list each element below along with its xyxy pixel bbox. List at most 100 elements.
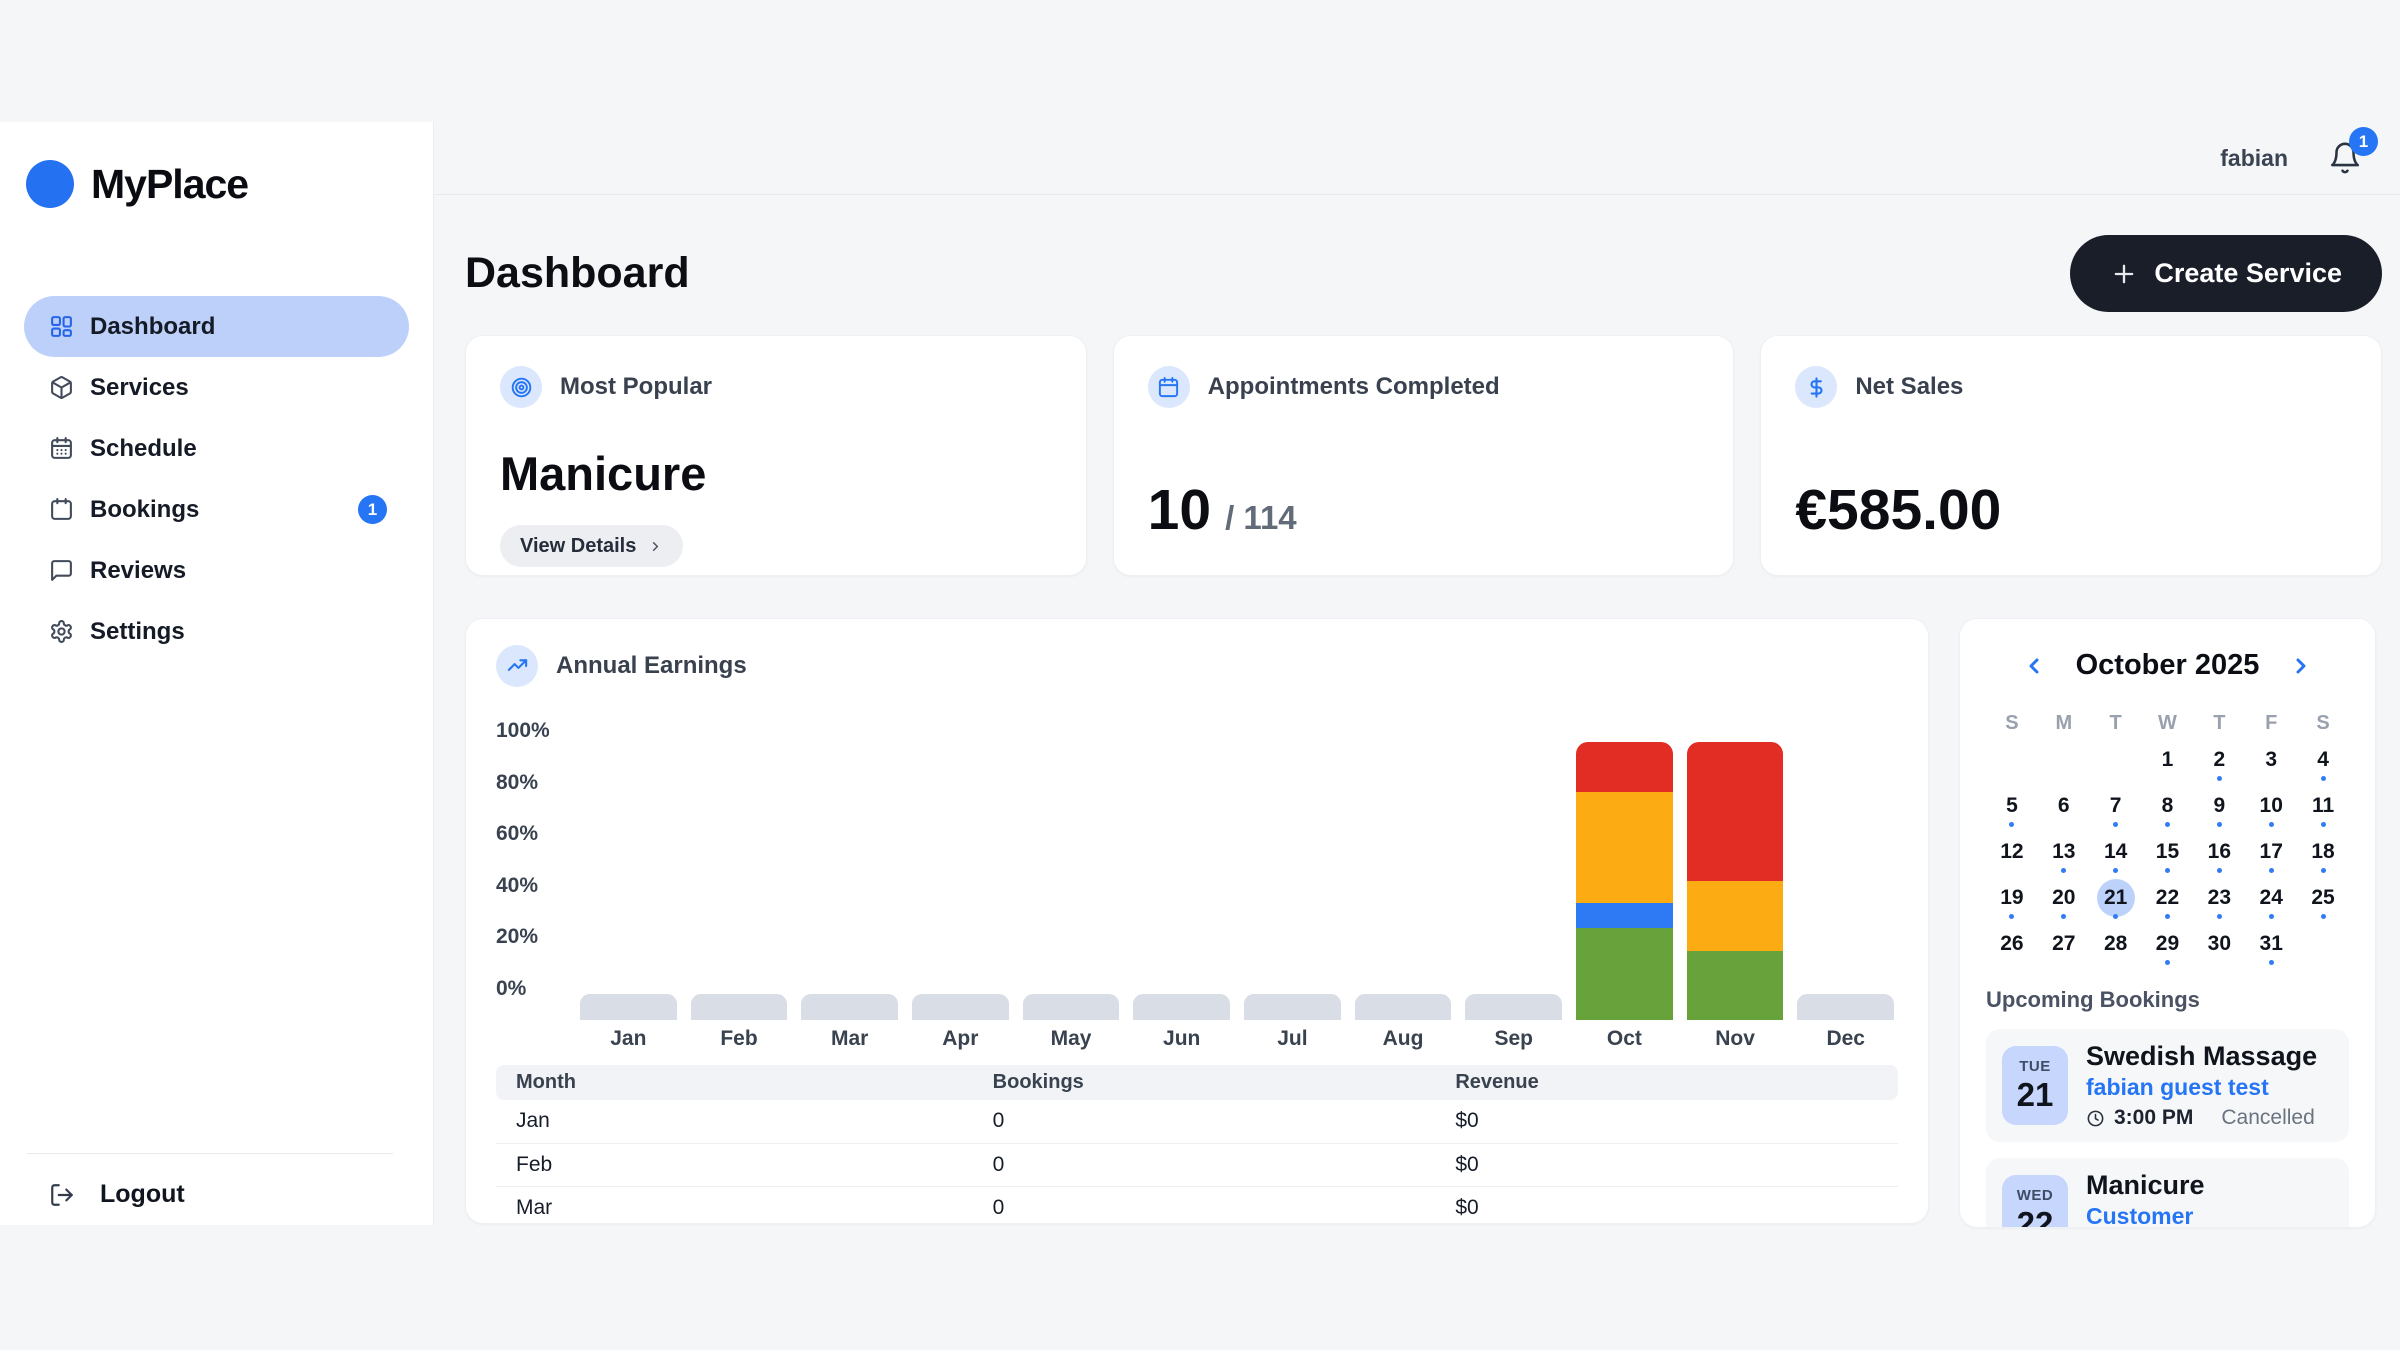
chart-bar-jul <box>1244 742 1341 1020</box>
booking-card[interactable]: WED22ManicureCustomer2:00 AMPending <box>1986 1158 2349 1228</box>
calendar-day-12[interactable]: 12 <box>1986 833 2038 879</box>
booking-dot <box>2164 914 2170 919</box>
chart-bar-jun <box>1133 742 1231 1020</box>
y-axis-tick: 40% <box>496 873 539 897</box>
bookings-count-badge: 1 <box>358 495 387 524</box>
booking-dot <box>2164 960 2170 965</box>
calendar-day-1[interactable]: 1 <box>2142 741 2194 787</box>
logout-icon <box>49 1182 75 1208</box>
most-popular-title: Most Popular <box>560 373 713 400</box>
booking-card[interactable]: TUE 21 Swedish Massage fabian guest test 3:0… <box>1986 1029 2349 1142</box>
weekday-label: M <box>2055 712 2073 734</box>
grid-icon <box>49 314 74 339</box>
booking-date-tile: TUE 21 <box>2002 1046 2068 1125</box>
calendar-day-31[interactable]: 31 <box>2245 925 2297 971</box>
sidebar-item-schedule[interactable]: Schedule <box>24 418 409 479</box>
sidebar-nav: Dashboard Services Schedule Bookings 1 Review… <box>24 296 409 662</box>
x-axis-label: Jun <box>1163 1027 1201 1050</box>
bell-icon <box>2328 141 2362 175</box>
day-number: 11 <box>2311 794 2335 817</box>
calendar-day-4[interactable]: 4 <box>2297 741 2349 787</box>
empty-month-bar <box>1022 994 1120 1020</box>
empty-month-bar <box>690 994 788 1020</box>
calendar-day-28[interactable]: 28 <box>2090 925 2142 971</box>
calendar-day-7[interactable]: 7 <box>2090 787 2142 833</box>
day-number: 20 <box>2052 886 2076 909</box>
calendar-day-9[interactable]: 9 <box>2193 787 2245 833</box>
day-number: 18 <box>2311 840 2335 863</box>
chart-bar-dec <box>1797 742 1895 1020</box>
calendar-day-10[interactable]: 10 <box>2245 787 2297 833</box>
calendar-day-25[interactable]: 25 <box>2297 879 2349 925</box>
calendar-day-22[interactable]: 22 <box>2142 879 2194 925</box>
sidebar-item-bookings[interactable]: Bookings 1 <box>24 479 409 540</box>
calendar-day-18[interactable]: 18 <box>2297 833 2349 879</box>
calendar-day-21[interactable]: 21 <box>2090 879 2142 925</box>
day-number: 6 <box>2057 794 2070 817</box>
booking-dot <box>2216 868 2222 873</box>
notifications-button[interactable]: 1 <box>2328 127 2378 175</box>
day-number: 8 <box>2161 794 2174 817</box>
x-axis-label: Feb <box>720 1027 758 1050</box>
stacked-bar <box>1686 742 1784 1020</box>
gear-icon <box>49 619 74 644</box>
empty-month-bar <box>1244 994 1341 1020</box>
y-axis-tick: 20% <box>496 925 539 949</box>
booking-dot <box>2113 914 2119 919</box>
bar-segment-green <box>1576 928 1673 1020</box>
x-axis-label: Mar <box>831 1027 869 1050</box>
day-number: 14 <box>2103 840 2128 863</box>
calendar-day-19[interactable]: 19 <box>1986 879 2038 925</box>
calendar-day-6[interactable]: 6 <box>2038 787 2090 833</box>
calendar-day-26[interactable]: 26 <box>1986 925 2038 971</box>
booking-dot <box>2009 822 2015 827</box>
view-details-button[interactable]: View Details <box>500 525 684 567</box>
calendar-day-13[interactable]: 13 <box>2038 833 2090 879</box>
day-number <box>2045 741 2083 779</box>
calendar-day-24[interactable]: 24 <box>2245 879 2297 925</box>
y-axis-tick: 100% <box>496 719 550 742</box>
booking-customer-link[interactable]: fabian guest test <box>2086 1074 2269 1100</box>
calendar-day-30[interactable]: 30 <box>2193 925 2245 971</box>
stacked-bar <box>1576 742 1673 1020</box>
calendar-day-3[interactable]: 3 <box>2245 741 2297 787</box>
calendar-day-27[interactable]: 27 <box>2038 925 2090 971</box>
calendar-day-5[interactable]: 5 <box>1986 787 2038 833</box>
sidebar-item-services[interactable]: Services <box>24 357 409 418</box>
appointments-title: Appointments Completed <box>1207 373 1500 400</box>
day-number: 27 <box>2052 932 2076 955</box>
appointments-card: Appointments Completed 10 / 114 <box>1112 335 1735 576</box>
day-number: 10 <box>2259 794 2283 817</box>
calendar-day-15[interactable]: 15 <box>2142 833 2194 879</box>
booking-customer-link[interactable]: Customer <box>2086 1203 2194 1228</box>
sidebar-item-logout[interactable]: Logout <box>27 1153 393 1209</box>
day-number: 21 <box>2096 879 2135 917</box>
table-cell: Mar <box>496 1186 973 1223</box>
booking-info: ManicureCustomer2:00 AMPending <box>2086 1170 2299 1228</box>
sidebar-item-settings[interactable]: Settings <box>24 601 409 662</box>
booking-date-number: 21 <box>2016 1075 2054 1113</box>
calendar-prev-button[interactable] <box>2022 654 2046 678</box>
calendar-day-8[interactable]: 8 <box>2142 787 2194 833</box>
calendar-day-23[interactable]: 23 <box>2193 879 2245 925</box>
calendar-day-16[interactable]: 16 <box>2193 833 2245 879</box>
sidebar-item-label: Services <box>90 373 189 401</box>
calendar-day-11[interactable]: 11 <box>2297 787 2349 833</box>
sidebar-item-dashboard[interactable]: Dashboard <box>24 296 409 357</box>
create-service-button[interactable]: Create Service <box>2070 235 2382 312</box>
empty-month-bar <box>801 994 899 1020</box>
calendar-day-29[interactable]: 29 <box>2142 925 2194 971</box>
calendar-day-2[interactable]: 2 <box>2193 741 2245 787</box>
calendar-next-button[interactable] <box>2289 654 2313 678</box>
sidebar-item-reviews[interactable]: Reviews <box>24 540 409 601</box>
booking-dot <box>2320 822 2326 827</box>
calendar-day-14[interactable]: 14 <box>2090 833 2142 879</box>
x-axis-label: Jan <box>610 1027 647 1050</box>
table-cell: Jan <box>496 1100 973 1144</box>
empty-month-bar <box>1797 994 1895 1020</box>
calendar-day-17[interactable]: 17 <box>2245 833 2297 879</box>
sidebar: MyPlace Dashboard Services Schedule Booking… <box>0 122 434 1225</box>
calendar-day-20[interactable]: 20 <box>2038 879 2090 925</box>
